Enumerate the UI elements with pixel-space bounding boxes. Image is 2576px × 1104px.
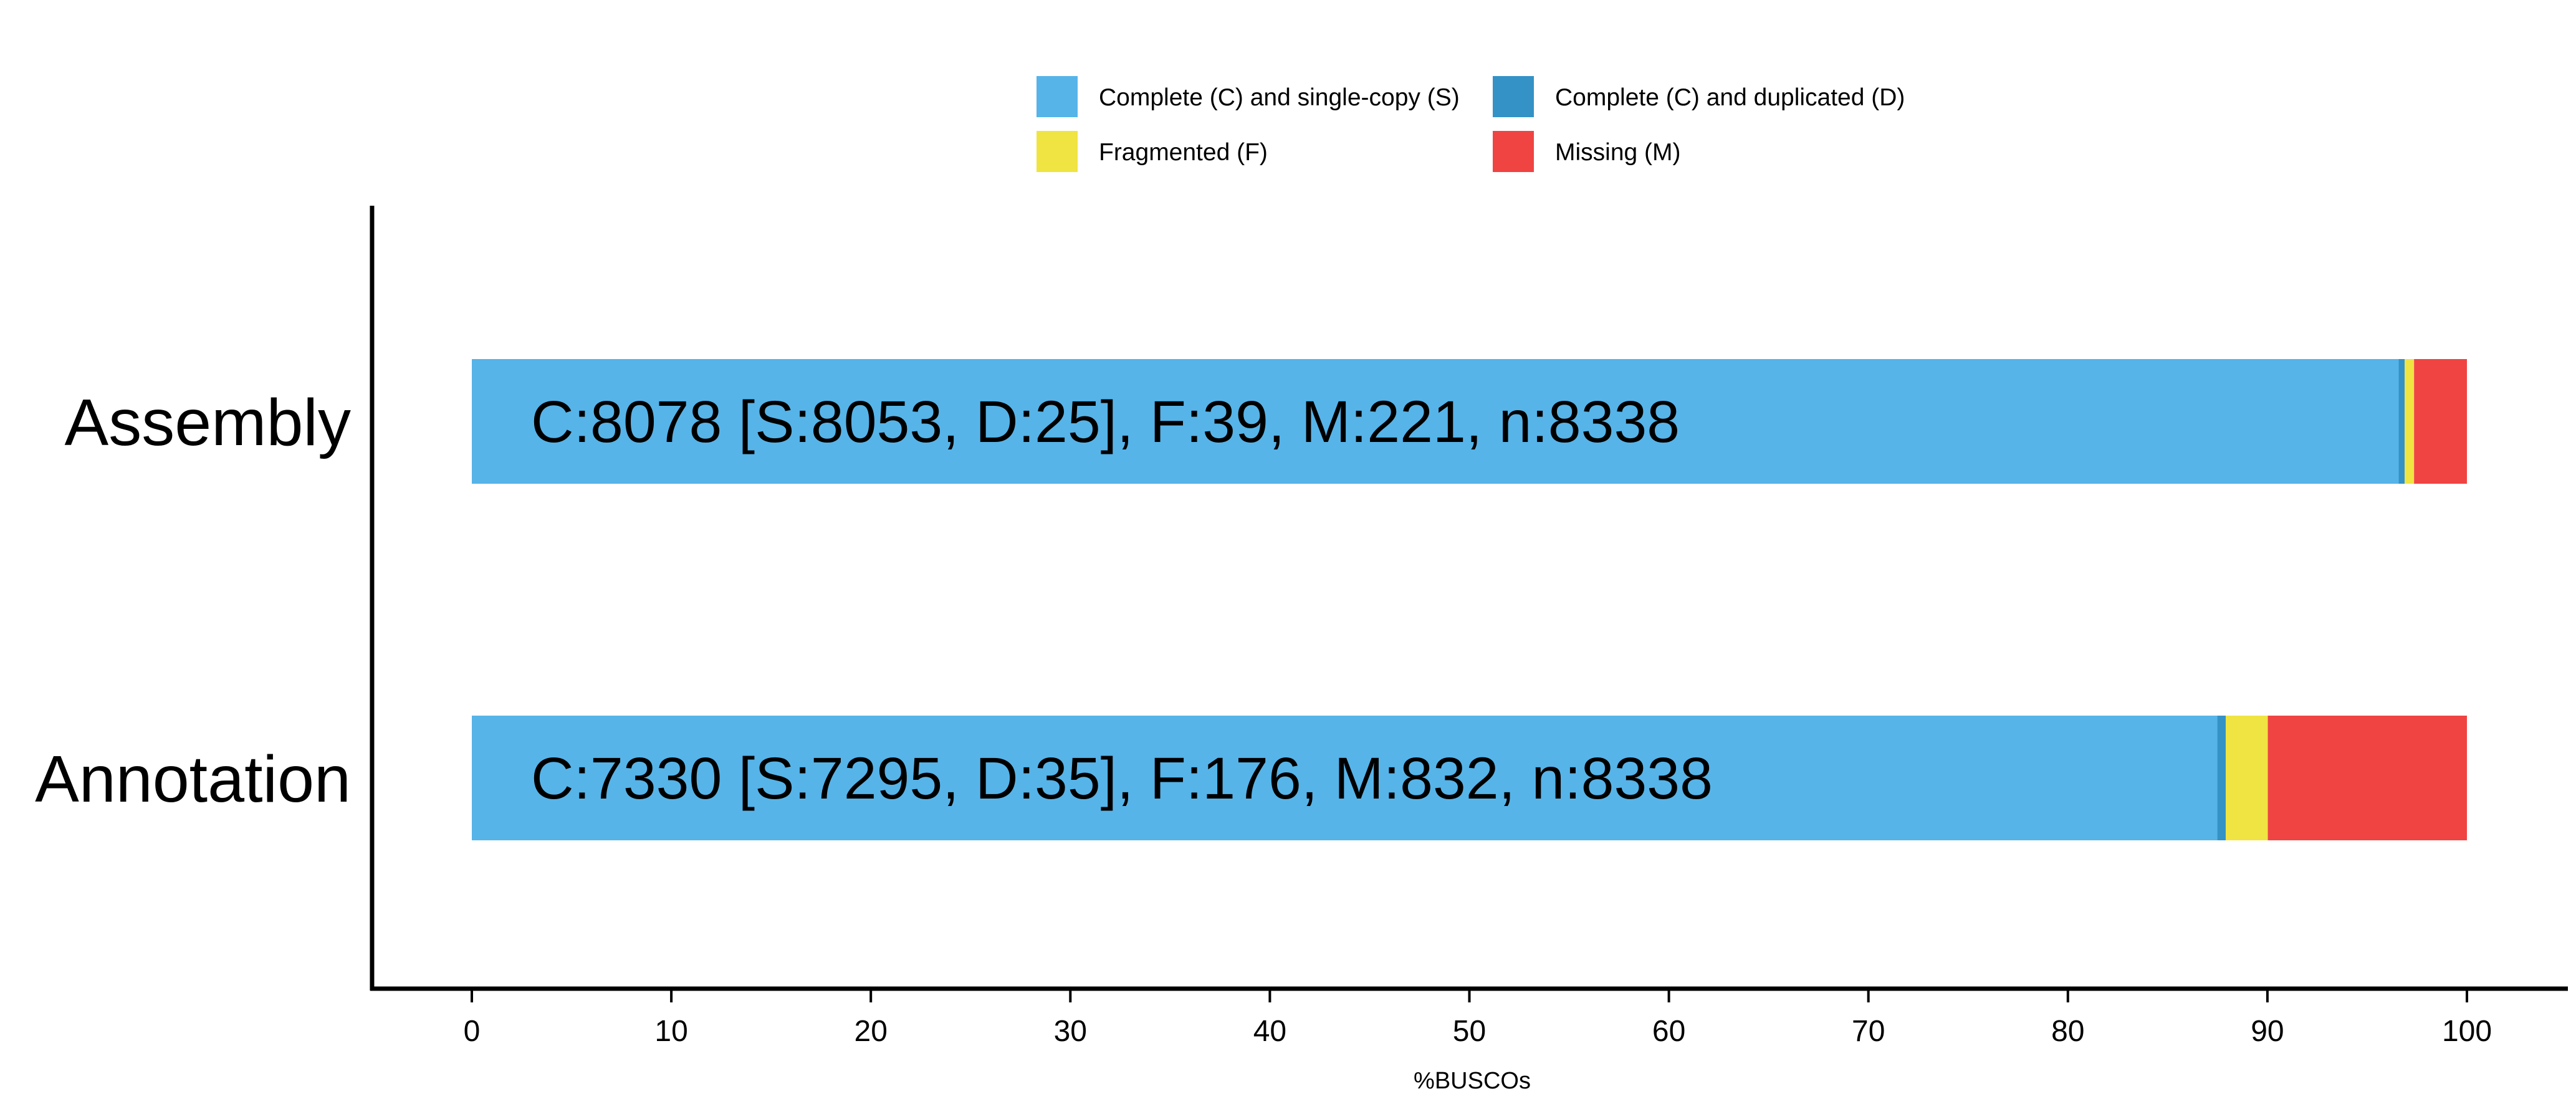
x-tick-label: 100 [2442, 1015, 2492, 1048]
bar-labels: C:8078 [S:8053, D:25], F:39, M:221, n:83… [531, 389, 1713, 812]
legend-label: Complete (C) and single-copy (S) [1099, 84, 1460, 111]
bar-segment [2414, 359, 2467, 484]
bars [472, 359, 2467, 840]
category-label: Annotation [35, 742, 351, 816]
bar-segment [2405, 359, 2415, 484]
x-tick-label: 50 [1453, 1015, 1486, 1048]
x-tick-label: 10 [654, 1015, 687, 1048]
bar-segment [2398, 359, 2405, 484]
bar-segment [2217, 716, 2226, 840]
legend-label: Complete (C) and duplicated (D) [1555, 84, 1905, 111]
legend: Complete (C) and single-copy (S) Complete… [1037, 76, 1905, 172]
bar-segment [472, 359, 2399, 484]
legend-swatch [1037, 131, 1078, 172]
bar-segment [2225, 716, 2268, 840]
x-tick-label: 40 [1253, 1015, 1286, 1048]
legend-label: Fragmented (F) [1099, 139, 1268, 166]
x-tick-label: 90 [2251, 1015, 2284, 1048]
bar-segment [472, 716, 2218, 840]
bar-annotation: C:7330 [S:7295, D:35], F:176, M:832, n:8… [531, 746, 1713, 812]
bar-annotation: C:8078 [S:8053, D:25], F:39, M:221, n:83… [531, 389, 1680, 455]
x-tick-label: 70 [1852, 1015, 1885, 1048]
x-tick-label: 60 [1652, 1015, 1685, 1048]
x-tick-label: 80 [2051, 1015, 2084, 1048]
ticks: 0 10 20 30 40 50 60 70 80 90 100 [464, 989, 2492, 1048]
x-tick-label: 30 [1054, 1015, 1087, 1048]
category-labels: Assembly Annotation [35, 386, 351, 816]
legend-swatch [1493, 131, 1534, 172]
category-label: Assembly [65, 386, 351, 459]
x-tick-label: 20 [855, 1015, 888, 1048]
legend-label: Missing (M) [1555, 139, 1681, 166]
bar-segment [2267, 716, 2467, 840]
legend-swatch [1037, 76, 1078, 117]
x-axis-title: %BUSCOs [1414, 1068, 1531, 1094]
legend-swatch [1493, 76, 1534, 117]
axes [370, 206, 2568, 991]
x-tick-label: 0 [464, 1015, 481, 1048]
